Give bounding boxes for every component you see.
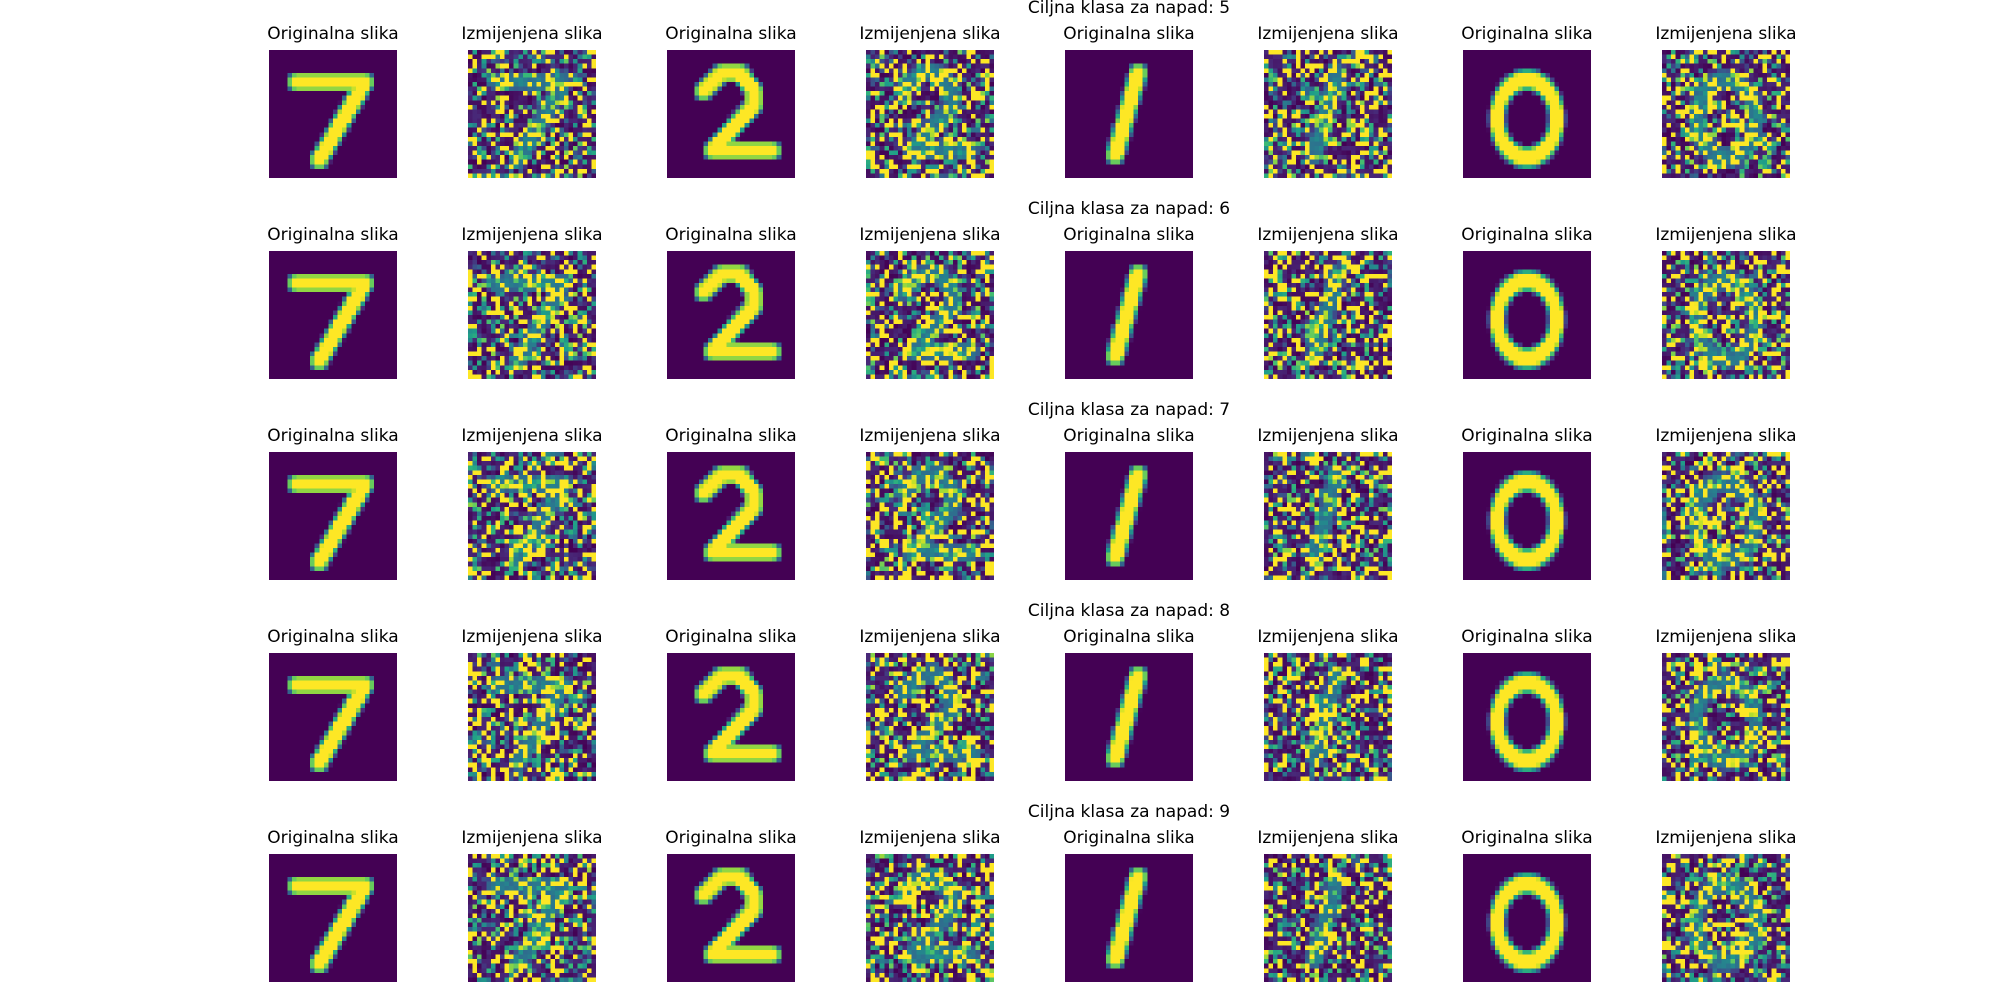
- original-digit-image: [1065, 854, 1193, 982]
- original-digit-image: [269, 50, 397, 178]
- modified-image-title: Izmijenjena slika: [461, 426, 603, 446]
- original-digit-image: [1065, 452, 1193, 580]
- original-image-title: Originalna slika: [665, 225, 797, 245]
- original-image-title: Originalna slika: [1063, 828, 1195, 848]
- original-image-title: Originalna slika: [267, 627, 399, 647]
- original-digit-image: [1463, 50, 1591, 178]
- original-image-title: Originalna slika: [267, 426, 399, 446]
- original-image-title: Originalna slika: [665, 426, 797, 446]
- row-suptitle: Ciljna klasa za napad: 7: [1027, 400, 1231, 420]
- modified-image-title: Izmijenjena slika: [461, 225, 603, 245]
- adversarial-digit-image: [1662, 653, 1790, 781]
- modified-image-title: Izmijenjena slika: [1655, 225, 1797, 245]
- original-digit-image: [1065, 251, 1193, 379]
- adversarial-digit-image: [1662, 50, 1790, 178]
- original-digit-image: [269, 653, 397, 781]
- original-image-title: Originalna slika: [665, 828, 797, 848]
- original-digit-image: [1463, 452, 1591, 580]
- modified-image-title: Izmijenjena slika: [859, 24, 1001, 44]
- original-digit-image: [1463, 653, 1591, 781]
- modified-image-title: Izmijenjena slika: [859, 627, 1001, 647]
- row-suptitle: Ciljna klasa za napad: 5: [1027, 0, 1231, 18]
- adversarial-digit-image: [1264, 854, 1392, 982]
- adversarial-digit-image: [1264, 653, 1392, 781]
- adversarial-digit-image: [468, 251, 596, 379]
- original-digit-image: [1065, 653, 1193, 781]
- adversarial-digit-image: [468, 50, 596, 178]
- row-suptitle: Ciljna klasa za napad: 8: [1027, 601, 1231, 621]
- original-image-title: Originalna slika: [1461, 225, 1593, 245]
- modified-image-title: Izmijenjena slika: [1655, 828, 1797, 848]
- modified-image-title: Izmijenjena slika: [1655, 426, 1797, 446]
- adversarial-digit-image: [468, 854, 596, 982]
- modified-image-title: Izmijenjena slika: [461, 828, 603, 848]
- original-digit-image: [269, 452, 397, 580]
- original-image-title: Originalna slika: [267, 24, 399, 44]
- modified-image-title: Izmijenjena slika: [1257, 24, 1399, 44]
- adversarial-digit-image: [866, 452, 994, 580]
- original-digit-image: [269, 251, 397, 379]
- original-image-title: Originalna slika: [267, 225, 399, 245]
- original-image-title: Originalna slika: [1461, 828, 1593, 848]
- modified-image-title: Izmijenjena slika: [1257, 828, 1399, 848]
- original-digit-image: [1065, 50, 1193, 178]
- original-image-title: Originalna slika: [665, 24, 797, 44]
- adversarial-digit-image: [1264, 452, 1392, 580]
- original-digit-image: [667, 452, 795, 580]
- adversarial-digit-image: [866, 251, 994, 379]
- original-image-title: Originalna slika: [1063, 225, 1195, 245]
- original-digit-image: [667, 251, 795, 379]
- modified-image-title: Izmijenjena slika: [461, 24, 603, 44]
- original-digit-image: [667, 854, 795, 982]
- modified-image-title: Izmijenjena slika: [1257, 627, 1399, 647]
- modified-image-title: Izmijenjena slika: [859, 828, 1001, 848]
- modified-image-title: Izmijenjena slika: [1655, 627, 1797, 647]
- adversarial-digit-image: [866, 653, 994, 781]
- original-image-title: Originalna slika: [1461, 426, 1593, 446]
- adversarial-digit-image: [468, 653, 596, 781]
- original-image-title: Originalna slika: [1063, 24, 1195, 44]
- modified-image-title: Izmijenjena slika: [461, 627, 603, 647]
- original-image-title: Originalna slika: [665, 627, 797, 647]
- modified-image-title: Izmijenjena slika: [1257, 426, 1399, 446]
- row-suptitle: Ciljna klasa za napad: 6: [1027, 199, 1231, 219]
- adversarial-digit-image: [1264, 251, 1392, 379]
- original-digit-image: [1463, 854, 1591, 982]
- modified-image-title: Izmijenjena slika: [1655, 24, 1797, 44]
- original-image-title: Originalna slika: [1461, 24, 1593, 44]
- modified-image-title: Izmijenjena slika: [859, 225, 1001, 245]
- original-digit-image: [667, 653, 795, 781]
- adversarial-digit-image: [1662, 452, 1790, 580]
- original-digit-image: [667, 50, 795, 178]
- original-image-title: Originalna slika: [1461, 627, 1593, 647]
- adversarial-digit-image: [468, 452, 596, 580]
- original-image-title: Originalna slika: [1063, 627, 1195, 647]
- modified-image-title: Izmijenjena slika: [859, 426, 1001, 446]
- adversarial-digit-image: [866, 854, 994, 982]
- adversarial-digit-image: [866, 50, 994, 178]
- original-digit-image: [1463, 251, 1591, 379]
- original-digit-image: [269, 854, 397, 982]
- adversarial-digit-image: [1662, 854, 1790, 982]
- adversarial-digit-image: [1264, 50, 1392, 178]
- modified-image-title: Izmijenjena slika: [1257, 225, 1399, 245]
- original-image-title: Originalna slika: [1063, 426, 1195, 446]
- original-image-title: Originalna slika: [267, 828, 399, 848]
- row-suptitle: Ciljna klasa za napad: 9: [1027, 802, 1231, 822]
- adversarial-digit-image: [1662, 251, 1790, 379]
